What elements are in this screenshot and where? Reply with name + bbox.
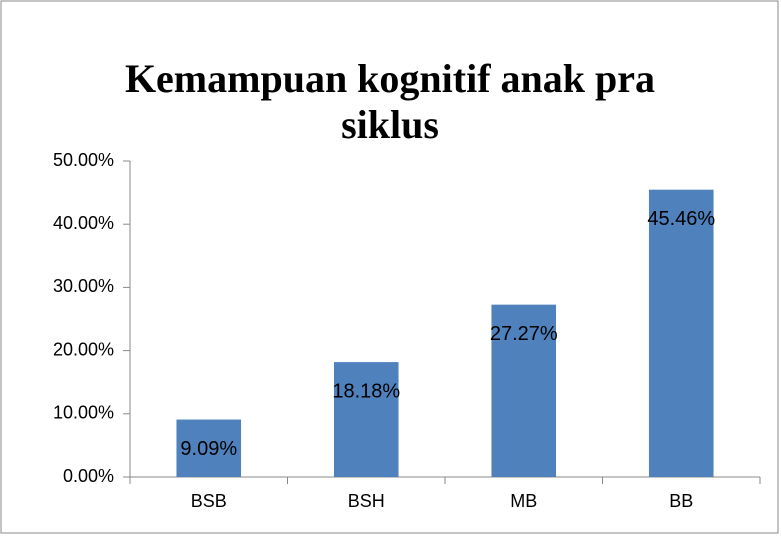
data-label: 18.18% <box>332 380 400 402</box>
bar <box>176 419 242 477</box>
y-tick-label: 0.00% <box>63 466 114 486</box>
x-tick-label: BSH <box>348 491 385 511</box>
y-tick-label: 10.00% <box>53 403 114 423</box>
y-tick-label: 20.00% <box>53 339 114 359</box>
bar <box>491 304 557 477</box>
chart-title: Kemampuan kognitif anak pra siklus <box>124 56 656 147</box>
data-label: 27.27% <box>490 323 558 345</box>
bar <box>333 362 399 477</box>
x-tick-label: MB <box>510 491 537 511</box>
y-tick-label: 50.00% <box>53 150 114 170</box>
data-label: 9.09% <box>180 438 237 460</box>
y-tick-label: 40.00% <box>53 213 114 233</box>
y-tick-label: 30.00% <box>53 276 114 296</box>
data-label: 45.46% <box>647 208 715 230</box>
bar <box>648 189 714 477</box>
x-tick-label: BB <box>669 491 693 511</box>
x-tick-label: BSB <box>191 491 227 511</box>
